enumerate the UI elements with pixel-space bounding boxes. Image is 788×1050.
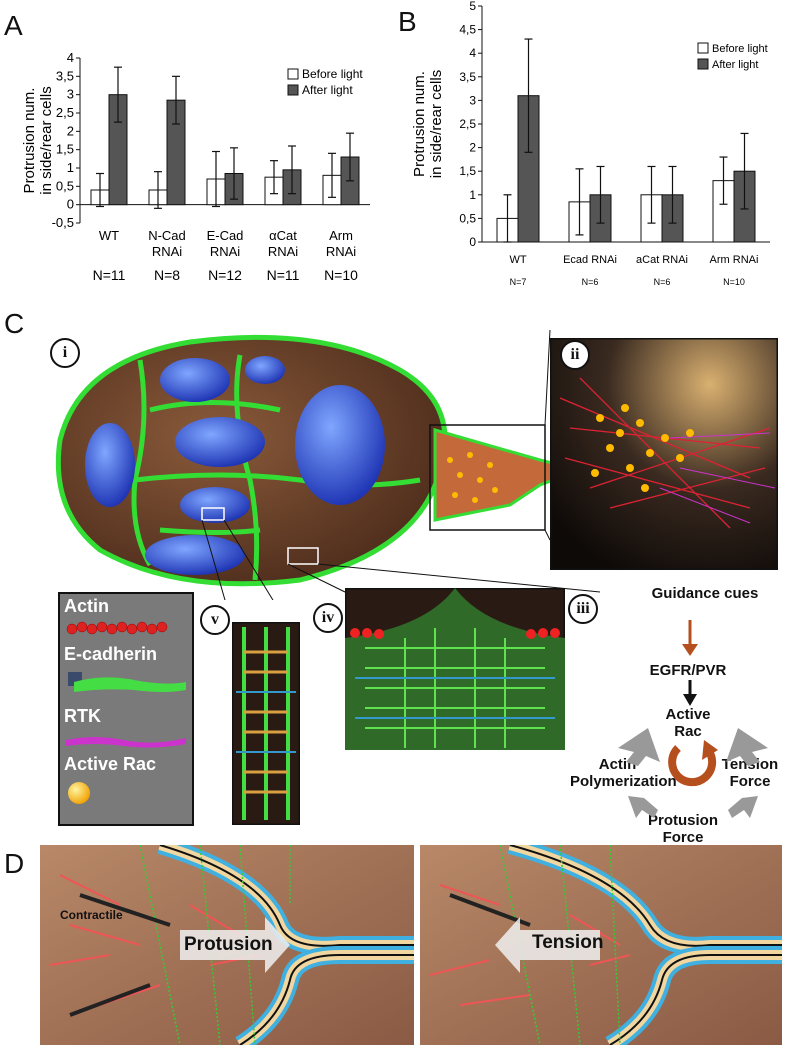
y-tick-label: 4 xyxy=(67,50,74,65)
y-tick-label: 3,5 xyxy=(459,70,476,84)
nucleus xyxy=(175,417,265,467)
nucleus xyxy=(180,487,250,523)
protrusion-arrow-label: Protusion xyxy=(184,934,273,955)
y-tick-label: 4 xyxy=(469,46,476,60)
n-label: N=11 xyxy=(267,267,300,283)
legend-ecadherin-label: E-cadherin xyxy=(64,644,158,664)
y-tick-label: 0 xyxy=(67,197,74,212)
y-tick-label: 3,5 xyxy=(56,68,74,83)
legend-label: After light xyxy=(712,59,758,71)
protrusion-force-label: Protusion Force xyxy=(648,812,718,846)
inset-v-adherens-closeup xyxy=(232,622,300,825)
panel-a-label: A xyxy=(4,10,23,41)
legend-label: Before light xyxy=(712,43,768,55)
e-cadherin-icon xyxy=(68,672,186,692)
n-label: N=11 xyxy=(93,267,126,283)
y-tick-label: 1 xyxy=(67,160,74,175)
inset-ii-protrusion-closeup xyxy=(550,338,778,570)
category-label: N-Cad RNAi xyxy=(148,228,186,259)
legend-swatch xyxy=(697,42,709,54)
y-tick-label: 0,5 xyxy=(459,211,476,225)
protrusion-arrow-icon xyxy=(180,917,290,973)
y-tick-label: 5 xyxy=(469,0,476,13)
actin-icon xyxy=(66,621,168,635)
y-tick-label: 2 xyxy=(469,141,476,155)
cell-cluster-illustration xyxy=(55,330,600,600)
y-tick-label: -0,5 xyxy=(52,215,74,230)
protrusion-illustration xyxy=(40,845,414,1045)
actin-polymerization-label: Actin Polymerization xyxy=(570,756,677,790)
egfr-pvr-label: EGFR/PVR xyxy=(649,662,727,679)
inset-label-ii: ii xyxy=(560,340,590,370)
tension-arrow-label: Tension xyxy=(532,932,604,953)
arrow-down-icon xyxy=(682,620,698,656)
category-label: WT xyxy=(99,228,119,243)
n-label: N=10 xyxy=(324,267,358,283)
guidance-cues-label: Guidance cues xyxy=(651,585,759,602)
y-tick-label: 0,5 xyxy=(56,178,74,193)
category-label: Arm RNAi xyxy=(326,228,356,259)
molecule-legend: Actin E-cadherin RTK Active Rac xyxy=(58,592,194,826)
y-axis-label: Protrusion num.in side/rear cells xyxy=(21,86,55,194)
legend-label: After light xyxy=(302,83,353,97)
n-label: N=7 xyxy=(510,277,527,287)
panel-d-label: D xyxy=(4,848,25,879)
contractile-label: Contractile xyxy=(60,908,123,922)
n-label: N=10 xyxy=(723,277,745,287)
feedback-loop-diagram xyxy=(618,728,768,818)
chart-b: 0 0,5 1 1,5 2 2,5 3 3,5 4 4,5 5 Protrusion num.in s… xyxy=(411,0,770,287)
n-label: N=12 xyxy=(208,267,242,283)
cycle-arrows xyxy=(618,728,768,818)
category-label: E-Cad RNAi xyxy=(207,228,244,259)
inset-label-v: v xyxy=(200,605,230,635)
nucleus xyxy=(245,356,285,384)
category-label: Arm RNAi xyxy=(710,254,759,266)
y-tick-label: 3 xyxy=(67,87,74,102)
panel-b-label: B xyxy=(398,6,417,37)
n-label: N=6 xyxy=(582,277,599,287)
y-tick-label: 2 xyxy=(67,123,74,138)
nucleus xyxy=(160,358,230,402)
chart-a: -0,5 0 0,5 1 1,5 2 2,5 3 3,5 4 Protrusion num.in s… xyxy=(21,50,370,283)
nucleus xyxy=(85,423,135,507)
y-tick-label: 2,5 xyxy=(459,117,476,131)
panel-c-label: C xyxy=(4,308,25,339)
inset-label-iv: iv xyxy=(313,603,343,633)
category-label: WT xyxy=(509,254,526,266)
category-label: αCat RNAi xyxy=(268,228,298,259)
y-tick-label: 4,5 xyxy=(459,23,476,37)
y-tick-label: 2,5 xyxy=(56,105,74,120)
active-rac-flow-label: Active Rac xyxy=(665,706,711,740)
tension-arrow-icon xyxy=(495,917,600,973)
y-axis-label: Protrusion num.in side/rear cells xyxy=(411,70,445,178)
y-tick-label: 1,5 xyxy=(56,142,74,157)
tension-illustration xyxy=(420,845,782,1045)
y-tick-label: 1,5 xyxy=(459,164,476,178)
inset-label-iii: iii xyxy=(568,594,598,624)
legend-swatch xyxy=(697,58,709,70)
legend-swatch xyxy=(287,84,299,96)
y-tick-label: 3 xyxy=(469,93,476,107)
category-label: Ecad RNAi xyxy=(563,254,617,266)
legend-swatch xyxy=(287,68,299,80)
inset-iii-junction-closeup xyxy=(345,588,565,750)
n-label: N=8 xyxy=(154,267,180,283)
legend-active-rac-label: Active Rac xyxy=(64,754,157,774)
y-tick-label: 0 xyxy=(469,235,476,249)
nucleus xyxy=(145,535,245,575)
y-tick-label: 1 xyxy=(469,188,476,202)
active-rac-icon xyxy=(68,782,90,804)
n-label: N=6 xyxy=(654,277,671,287)
legend-actin-label: Actin xyxy=(64,596,109,616)
arrow-down-icon xyxy=(683,680,697,706)
nucleus xyxy=(295,385,385,505)
feedback-cycle-icon xyxy=(668,745,717,787)
legend-label: Before light xyxy=(302,67,363,81)
category-label: aCat RNAi xyxy=(636,254,688,266)
inset-label-i: i xyxy=(50,338,80,368)
rtk-icon xyxy=(66,737,186,748)
legend-rtk-label: RTK xyxy=(64,706,101,726)
